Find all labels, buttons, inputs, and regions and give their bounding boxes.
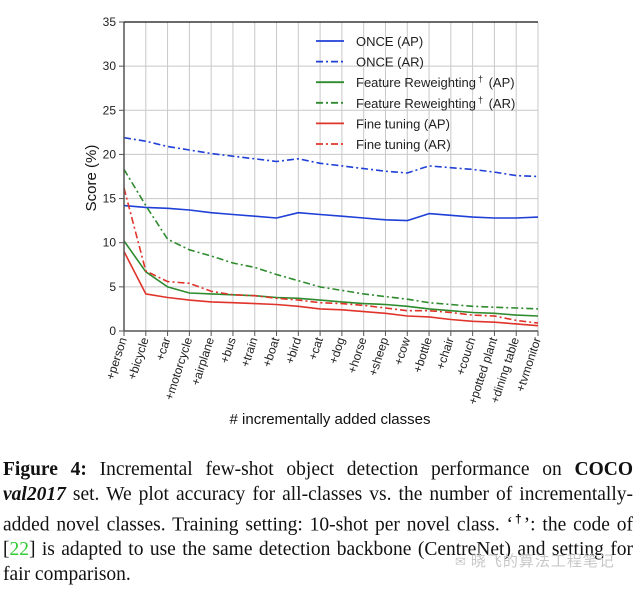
- grid: [123, 21, 539, 331]
- y-tick-label: 30: [103, 59, 117, 73]
- y-ticks: 0 5 10 15 20 25 30 35: [103, 15, 124, 338]
- caption-text-3: ’: the code of [: [3, 514, 633, 561]
- x-tick-label: +horse: [345, 335, 370, 375]
- caption-citation-link[interactable]: 22: [9, 539, 30, 560]
- x-axis-title: # incrementally added classes: [230, 411, 431, 428]
- x-tick-label: +cow: [391, 335, 413, 367]
- watermark: ✉ 晓飞的算法工程笔记: [455, 550, 615, 571]
- legend-label-0: ONCE (AP): [356, 34, 423, 49]
- legend-label-3: Feature Reweighting † (AR): [356, 95, 515, 111]
- legend-label-2: Feature Reweighting † (AP): [356, 74, 515, 90]
- score-line-chart: 0 5 10 15 20 25 30 35 +person+bicycle +car+motor…: [83, 15, 544, 428]
- legend-label-4: Fine tuning (AP): [356, 116, 450, 131]
- x-tick-label: +bus: [217, 336, 238, 365]
- x-tick-label: +bottle: [410, 335, 435, 374]
- y-tick-label: 10: [103, 236, 117, 250]
- watermark-text: 晓飞的算法工程笔记: [470, 552, 615, 570]
- x-tick-label: +car: [153, 336, 174, 363]
- series-line-0: [123, 204, 539, 222]
- x-tick-label: +chair: [433, 336, 457, 372]
- x-tick-label: +dog: [326, 336, 348, 366]
- series-line-3: [123, 168, 539, 310]
- axes: [123, 21, 538, 332]
- y-tick-label: 0: [109, 324, 116, 338]
- legend-label-1: ONCE (AR): [356, 55, 424, 70]
- caption-text-2: set. We plot accuracy for all-classes vs…: [3, 483, 633, 536]
- series-line-1: [123, 136, 539, 178]
- wechat-icon: ✉: [455, 555, 467, 570]
- y-tick-label: 5: [109, 280, 116, 294]
- x-tick-label: +boat: [260, 335, 283, 369]
- series-line-4: [123, 251, 539, 327]
- caption-dataset-name: COCO: [574, 459, 634, 480]
- x-tick-label: +train: [238, 336, 261, 369]
- x-ticks: +person+bicycle +car+motorcycle+airplane +…: [103, 331, 544, 406]
- x-tick-label: +bird: [283, 336, 305, 366]
- caption-text-4: ] is adapted to use the same detection b…: [3, 539, 633, 585]
- series-line-2: [123, 240, 539, 317]
- series-group: [123, 136, 539, 327]
- series-line-5: [123, 187, 539, 324]
- y-tick-label: 15: [103, 192, 117, 206]
- y-tick-label: 20: [103, 147, 117, 161]
- y-axis-title: Score (%): [83, 145, 100, 212]
- legend-label-5: Fine tuning (AR): [356, 137, 451, 152]
- caption-dataset-split: val2017: [3, 483, 66, 505]
- y-tick-label: 35: [103, 15, 117, 29]
- y-tick-label: 25: [103, 103, 117, 117]
- x-tick-label: +cat: [306, 335, 327, 362]
- caption-text-1: Incremental few-shot object detection pe…: [86, 459, 575, 480]
- caption-label: Figure 4:: [3, 459, 87, 480]
- legend: ONCE (AP) ONCE (AR) Feature Reweighting † (…: [316, 34, 515, 152]
- x-tick-label: +sheep: [366, 335, 392, 377]
- figure-caption: Figure 4: Incremental few-shot object de…: [3, 458, 633, 587]
- caption-dagger: †: [513, 512, 524, 526]
